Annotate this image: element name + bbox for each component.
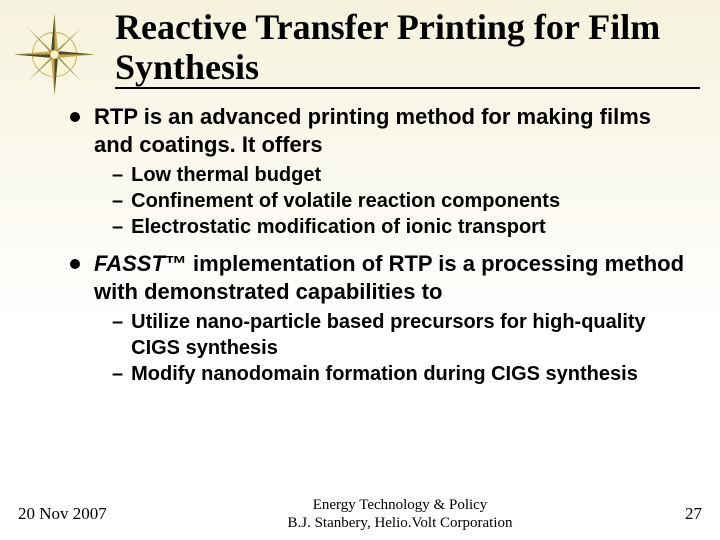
footer-page-number: 27: [642, 504, 702, 524]
sub-item: –Modify nanodomain formation during CIGS…: [112, 361, 690, 387]
sub-item: –Low thermal budget: [112, 162, 690, 188]
sub-item: –Utilize nano-particle based precursors …: [112, 309, 690, 361]
bullet-item: RTP is an advanced printing method for m…: [70, 103, 690, 158]
bullet-text: FASST™ implementation of RTP is a proces…: [94, 250, 690, 305]
sub-item: –Confinement of volatile reaction compon…: [112, 188, 690, 214]
sub-list: –Low thermal budget –Confinement of vola…: [112, 162, 690, 240]
slide-title: Reactive Transfer Printing for Film Synt…: [115, 8, 700, 89]
slide-content: RTP is an advanced printing method for m…: [0, 97, 720, 387]
bullet-text: RTP is an advanced printing method for m…: [94, 103, 690, 158]
sub-item: –Electrostatic modification of ionic tra…: [112, 214, 690, 240]
compass-icon: [12, 12, 97, 97]
slide-header: Reactive Transfer Printing for Film Synt…: [0, 0, 720, 97]
footer-date: 20 Nov 2007: [18, 504, 158, 524]
slide-footer: 20 Nov 2007 Energy Technology & Policy B…: [0, 496, 720, 532]
bullet-dot-icon: [70, 259, 80, 269]
bullet-dot-icon: [70, 112, 80, 122]
sub-list: –Utilize nano-particle based precursors …: [112, 309, 690, 387]
bullet-item: FASST™ implementation of RTP is a proces…: [70, 250, 690, 305]
footer-attribution: Energy Technology & Policy B.J. Stanbery…: [158, 496, 642, 532]
